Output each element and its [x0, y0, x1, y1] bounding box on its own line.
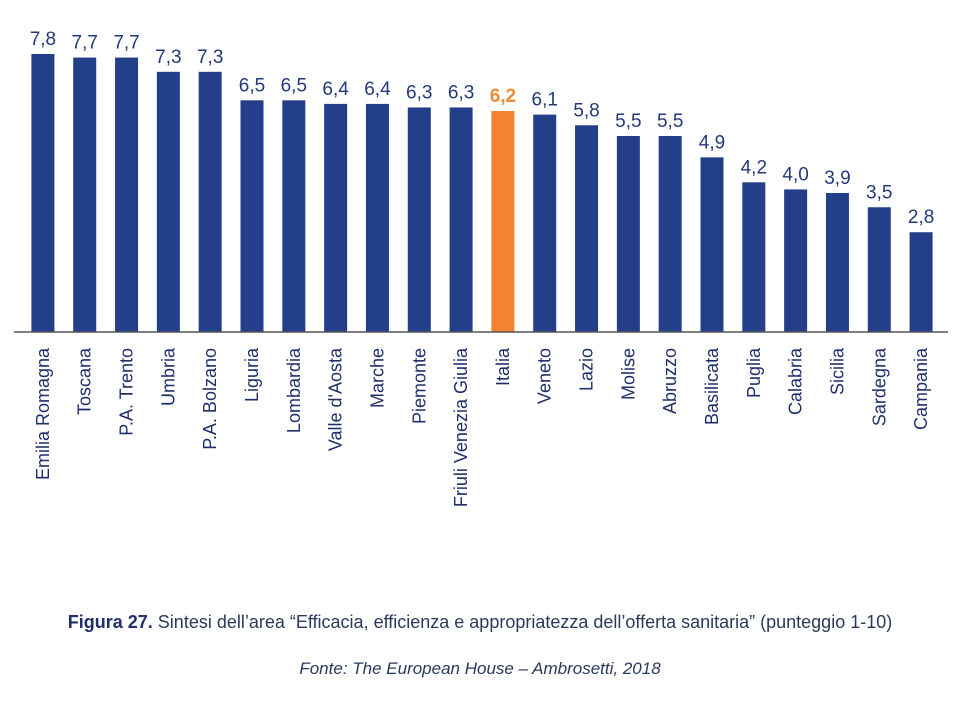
bar-chart: 7,8 7,7 7,7 7,3 7,3 6,5 6,5 6,4 6,4 6,3 6,3 6,2 6,1 5… — [14, 29, 948, 507]
bar-21 — [909, 232, 933, 332]
category-label-10: Friuli Venezia Giulia — [451, 347, 471, 507]
bar-3 — [156, 71, 180, 333]
value-label-14: 5,5 — [615, 111, 641, 132]
category-label-19: Sicilia — [827, 347, 847, 395]
category-label-0: Emilia Romagna — [33, 347, 53, 480]
category-label-6: Lombardia — [284, 347, 304, 433]
bar-9 — [407, 107, 431, 332]
category-label-11: Italia — [493, 347, 513, 386]
category-labels-group: Emilia Romagna Toscana P.A. Trento Umbria P.… — [33, 347, 931, 507]
bars-group — [31, 54, 933, 333]
value-label-16: 4,9 — [699, 132, 725, 153]
category-label-5: Liguria — [242, 347, 262, 402]
bar-7 — [324, 103, 348, 333]
bar-2 — [115, 57, 139, 333]
bar-19 — [825, 193, 849, 332]
bar-15 — [658, 135, 682, 332]
value-label-10: 6,3 — [448, 82, 474, 103]
value-label-15: 5,5 — [657, 111, 683, 132]
figure-label: Figura 27. — [67, 612, 153, 632]
bar-13 — [575, 125, 599, 333]
category-label-14: Molise — [618, 348, 638, 400]
category-label-4: P.A. Bolzano — [200, 348, 220, 450]
category-label-15: Abruzzo — [660, 348, 680, 414]
bar-20 — [867, 207, 891, 332]
category-label-20: Sardegna — [869, 347, 889, 426]
bar-16 — [700, 157, 724, 332]
bar-17 — [742, 182, 766, 332]
value-label-17: 4,2 — [741, 157, 767, 178]
category-label-12: Veneto — [535, 348, 555, 404]
category-label-3: Umbria — [158, 347, 178, 406]
category-label-18: Calabria — [786, 347, 806, 415]
category-label-13: Lazio — [577, 348, 597, 391]
value-label-18: 4,0 — [782, 164, 808, 185]
bar-1 — [73, 57, 97, 333]
bar-6 — [282, 100, 306, 332]
value-label-19: 3,9 — [824, 168, 850, 189]
figure-source: Fonte: The European House – Ambrosetti, … — [299, 659, 661, 678]
bar-12 — [533, 114, 557, 332]
bar-0 — [31, 54, 55, 332]
value-label-13: 5,8 — [573, 100, 599, 121]
category-label-9: Piemonte — [409, 348, 429, 424]
value-label-8: 6,4 — [364, 79, 391, 100]
value-label-1: 7,7 — [72, 33, 98, 54]
bar-11 — [491, 111, 515, 333]
value-label-4: 7,3 — [197, 47, 223, 68]
category-label-2: P.A. Trento — [117, 348, 137, 436]
bar-14 — [616, 135, 640, 332]
value-label-0: 7,8 — [30, 29, 56, 50]
value-label-20: 3,5 — [866, 182, 892, 203]
value-label-5: 6,5 — [239, 75, 265, 96]
value-label-12: 6,1 — [532, 90, 558, 111]
category-label-8: Marche — [367, 348, 387, 408]
value-label-6: 6,5 — [281, 75, 307, 96]
value-label-3: 7,3 — [155, 47, 181, 68]
value-labels-group: 7,8 7,7 7,7 7,3 7,3 6,5 6,5 6,4 6,4 6,3 6,3 6,2 6,1 5… — [30, 29, 935, 228]
figure-caption-text: Sintesi dell’area “Efficacia, efficienza… — [157, 612, 893, 632]
category-label-21: Campania — [911, 347, 931, 430]
value-label-7: 6,4 — [322, 79, 349, 100]
bar-10 — [449, 107, 473, 332]
bar-5 — [240, 100, 264, 332]
figure-caption: Figura 27. Sintesi dell’area “Efficacia,… — [0, 612, 960, 633]
category-label-17: Puglia — [744, 347, 764, 398]
category-label-1: Toscana — [75, 347, 95, 415]
bar-4 — [198, 71, 222, 333]
value-label-9: 6,3 — [406, 82, 432, 103]
value-label-21: 2,8 — [908, 207, 934, 228]
bar-18 — [784, 189, 808, 332]
category-label-7: Valle d'Aosta — [326, 347, 346, 451]
value-label-11: 6,2 — [490, 86, 516, 107]
category-label-16: Basilicata — [702, 347, 722, 425]
bar-8 — [365, 103, 389, 333]
value-label-2: 7,7 — [113, 33, 139, 54]
